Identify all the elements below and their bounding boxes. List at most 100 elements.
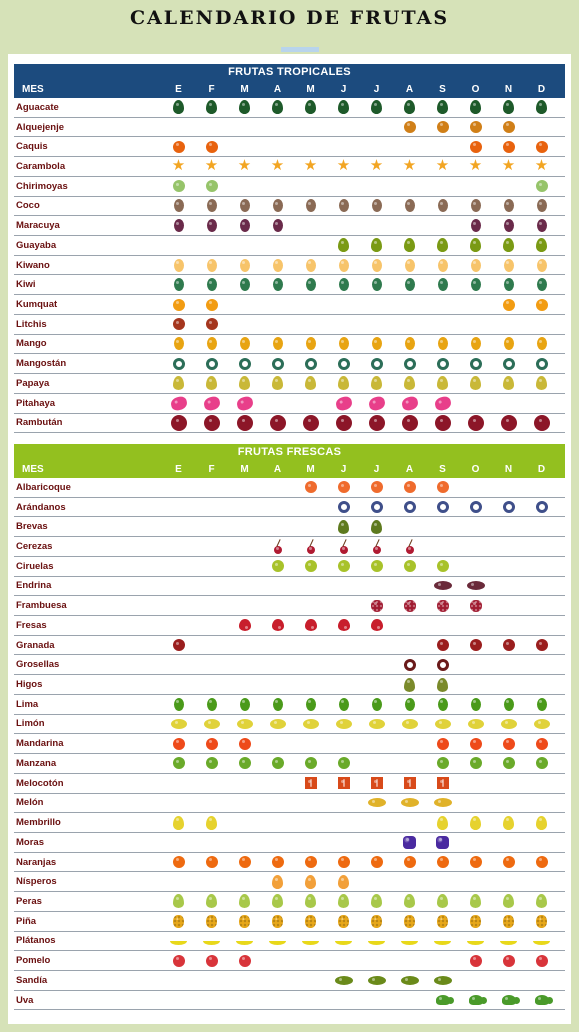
month-cell: [459, 813, 492, 832]
month-cell: [459, 951, 492, 970]
fruit-row: Plátanos: [14, 932, 565, 952]
month-cell: [492, 971, 525, 990]
avocado-icon: [173, 100, 184, 115]
starfruit-icon: ★: [171, 156, 186, 174]
mangosteen-icon: [502, 357, 515, 370]
month-cell: [459, 794, 492, 813]
raspberry-icon: [469, 599, 482, 612]
papaya-icon: [239, 376, 250, 391]
blueberry-icon: [370, 501, 383, 514]
fruit-name: Frambuesa: [16, 600, 67, 612]
month-cell: [459, 912, 492, 931]
month-cell: [294, 275, 327, 294]
raspberry-icon: [436, 599, 449, 612]
month-cell: [459, 695, 492, 714]
month-cell: [426, 374, 459, 393]
fruit-name: Alquejenje: [16, 121, 65, 133]
fresh-header-row: MES E F M A M J J A S O N D: [14, 460, 565, 478]
month-cell: [327, 991, 360, 1010]
month-cell: [195, 695, 228, 714]
fruit-row: Caquis: [14, 137, 565, 158]
fruit-row: Arándanos: [14, 498, 565, 518]
fruit-row: Moras: [14, 833, 565, 853]
fruit-row: Naranjas: [14, 853, 565, 873]
month-cell: [261, 715, 294, 734]
fruit-row: Manzana: [14, 754, 565, 774]
month-cell: [261, 394, 294, 413]
month-cell: [393, 596, 426, 615]
quince-icon: [173, 815, 184, 830]
month-cell: [294, 616, 327, 635]
mangosteen-icon: [403, 357, 416, 370]
pineapple-icon: [404, 914, 415, 928]
month-cell: [261, 98, 294, 117]
fruit-name: Cerezas: [16, 541, 53, 553]
guava-icon: [437, 238, 448, 253]
month-cell: [162, 991, 195, 1010]
pineapple-icon: [371, 914, 382, 928]
month-cell: [459, 932, 492, 951]
month-cell: [162, 675, 195, 694]
month-cell: [360, 872, 393, 891]
month-cell: [327, 872, 360, 891]
month-cell: [393, 275, 426, 294]
blueberry-icon: [436, 501, 449, 514]
month-header: D: [537, 83, 546, 95]
month-cell: [327, 853, 360, 872]
lime-icon: [536, 697, 547, 711]
kiwano-icon: [371, 258, 382, 272]
month-cell: [360, 892, 393, 911]
month-cell: [261, 951, 294, 970]
starfruit-icon: ★: [303, 156, 318, 174]
fruit-name: Higos: [16, 679, 43, 691]
month-cell: [426, 275, 459, 294]
orange-icon: [535, 856, 548, 869]
month-cell: [393, 853, 426, 872]
fruit-row: Ciruelas: [14, 557, 565, 577]
month-cell: [228, 374, 261, 393]
starfruit-icon: ★: [204, 156, 219, 174]
kiwi-icon: [272, 278, 283, 292]
month-cell: [492, 236, 525, 255]
month-cell: [459, 98, 492, 117]
pineapple-icon: [305, 914, 316, 928]
fruit-row: Melocotón: [14, 774, 565, 794]
month-cell: [195, 236, 228, 255]
month-cell: [261, 912, 294, 931]
month-cell: [162, 236, 195, 255]
month-cell: [525, 354, 558, 373]
month-cell: [228, 517, 261, 536]
month-cell: [327, 774, 360, 793]
month-cell: [459, 256, 492, 275]
month-cell: [426, 414, 459, 433]
quince-icon: [437, 815, 448, 830]
papaya-icon: [470, 376, 481, 391]
month-cell: [426, 734, 459, 753]
month-cell: [294, 335, 327, 354]
month-cell: [294, 813, 327, 832]
raspberry-icon: [403, 599, 416, 612]
mango-icon: [305, 337, 316, 351]
month-cell: [426, 335, 459, 354]
month-cell: [426, 695, 459, 714]
fruit-row: Nísperos: [14, 872, 565, 893]
month-cell: [459, 754, 492, 773]
month-cell: [162, 754, 195, 773]
month-cell: [492, 695, 525, 714]
month-cell: [360, 498, 393, 517]
month-cell: [261, 335, 294, 354]
fruit-row: Litchis: [14, 315, 565, 335]
month-cell: [360, 675, 393, 694]
papaya-icon: [437, 376, 448, 391]
fruit-row: Mango: [14, 335, 565, 355]
banana-icon: [203, 937, 220, 945]
month-cell: [426, 177, 459, 196]
month-cell: [393, 335, 426, 354]
month-cell: [492, 275, 525, 294]
mangosteen-icon: [370, 357, 383, 370]
month-cell: [525, 715, 558, 734]
month-cell: [162, 394, 195, 413]
currant-icon: [403, 658, 416, 671]
month-cell: [393, 833, 426, 852]
lemon-icon: [500, 718, 517, 729]
